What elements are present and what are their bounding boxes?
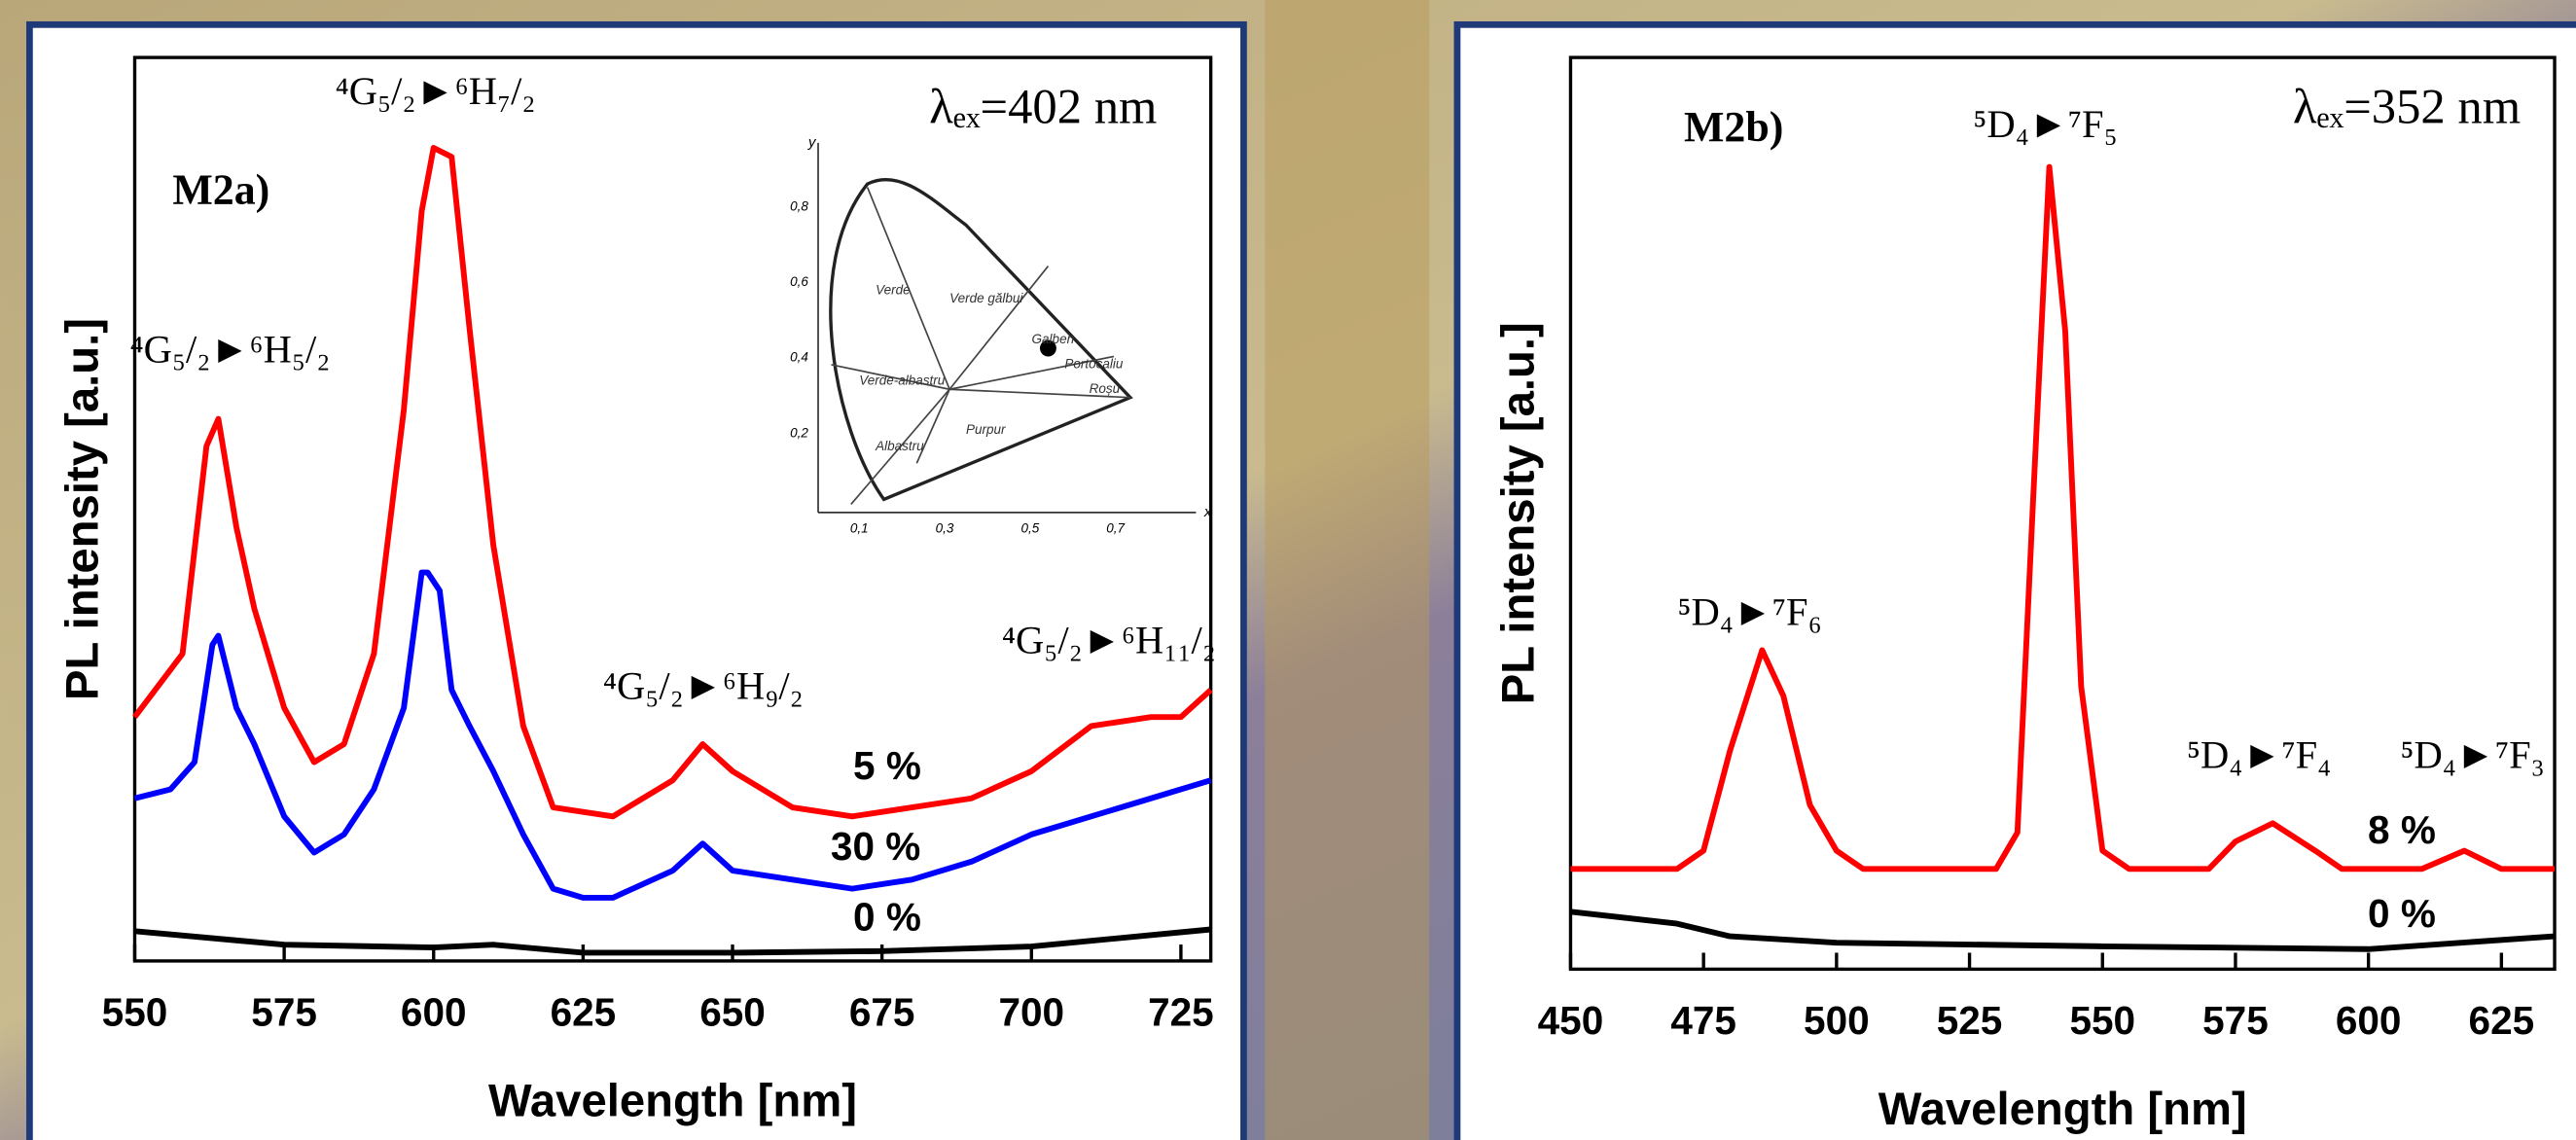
- inset-label: Verde: [876, 282, 911, 297]
- line-series: [134, 926, 1211, 956]
- x-tick-label: 725: [1148, 989, 1214, 1034]
- x-tick-label: 525: [1937, 998, 2003, 1043]
- inset-label: Albastru: [875, 439, 924, 453]
- line-series: [1570, 908, 2556, 952]
- inset-label: Portocaliu: [1064, 356, 1124, 371]
- x-tick-label: 500: [1804, 998, 1870, 1043]
- x-tick-label: 625: [551, 989, 617, 1034]
- x-tick-label: 700: [998, 989, 1064, 1034]
- inset-label: Purpur: [966, 422, 1006, 437]
- inset-line: [948, 266, 1050, 390]
- x-tick-label: 650: [699, 989, 766, 1034]
- inset-x-tick: 0,5: [1020, 520, 1039, 535]
- series-label: 0 %: [2368, 891, 2436, 936]
- cie-inset: Verde Verde gălbui Galben Portocaliu Roșu Ver…: [790, 134, 1213, 535]
- inset-label: Roșu: [1090, 381, 1121, 396]
- x-axis-label: Wavelength [nm]: [1878, 1084, 2247, 1135]
- inset-label: Galben: [1032, 332, 1075, 346]
- panel-label: M2b): [1684, 104, 1783, 151]
- transition-label: ⁴G₅/₂►⁶H₁₁/₂: [1002, 618, 1216, 661]
- x-tick-label: 600: [2336, 998, 2402, 1043]
- transition-label: ⁵D₄►⁷F₆: [1677, 590, 1821, 634]
- x-tick-label: 600: [401, 989, 467, 1034]
- inset-line: [831, 364, 950, 391]
- x-tick-label: 575: [2202, 998, 2269, 1043]
- inset-label: Verde-albastru: [859, 373, 946, 387]
- inset-x-tick: 0,1: [850, 520, 869, 535]
- transition-label: ⁴G₅/₂►⁶H₅/₂: [129, 327, 330, 371]
- x-tick-label: 575: [251, 989, 317, 1034]
- inset-y-label: y: [807, 134, 817, 151]
- inset-y-tick: 0,6: [790, 274, 808, 289]
- spectral-locus: [829, 177, 1133, 502]
- inset-point: [1039, 339, 1056, 357]
- plot-area: [1568, 55, 2557, 972]
- excitation-label: λₑₓ=352 nm: [2293, 79, 2521, 133]
- series-label: 0 %: [853, 894, 921, 939]
- transition-label: ⁵D₄►⁷F₃: [2400, 733, 2544, 777]
- inset-line: [866, 187, 950, 390]
- inset-y-tick: 0,2: [790, 425, 808, 440]
- inset-x-tick: 0,7: [1106, 520, 1125, 535]
- inset-x-tick: 0,3: [936, 520, 954, 535]
- line-series: [133, 569, 1212, 901]
- y-axis-label: PL intensity [a.u.]: [1492, 322, 1544, 704]
- inset-line: [949, 388, 1130, 399]
- excitation-label: λₑₓ=402 nm: [929, 79, 1157, 133]
- inset-label: Verde gălbui: [949, 291, 1023, 305]
- x-tick-label: 675: [849, 989, 915, 1034]
- inset-line: [915, 388, 950, 464]
- y-axis-label: PL intensity [a.u.]: [56, 318, 108, 700]
- transition-label: ⁴G₅/₂►⁶H₇/₂: [336, 69, 536, 113]
- inset-line: [948, 355, 1115, 391]
- x-tick-label: 625: [2469, 998, 2535, 1043]
- series-label: 5 %: [853, 743, 921, 788]
- series-label: 30 %: [831, 824, 920, 869]
- panel: [1453, 20, 2576, 1140]
- x-tick-label: 550: [102, 989, 168, 1034]
- transition-label: ⁴G₅/₂►⁶H₉/₂: [603, 664, 804, 708]
- x-axis-label: Wavelength [nm]: [488, 1075, 857, 1126]
- line-series: [1570, 163, 2556, 873]
- series-label: 8 %: [2368, 807, 2436, 852]
- inset-y-tick: 0,8: [790, 198, 808, 213]
- inset-x-label: x: [1203, 504, 1213, 520]
- transition-label: ⁵D₄►⁷F₄: [2187, 733, 2331, 777]
- x-tick-label: 550: [2069, 998, 2135, 1043]
- inset-line: [850, 388, 950, 505]
- transition-label: ⁵D₄►⁷F₅: [1973, 102, 2117, 146]
- background-stripe: [1265, 0, 1430, 1140]
- line-series: [132, 145, 1213, 820]
- x-tick-label: 475: [1670, 998, 1736, 1043]
- panel-label: M2a): [172, 166, 269, 213]
- inset-y-tick: 0,4: [790, 350, 808, 365]
- x-tick-label: 450: [1538, 998, 1604, 1043]
- plot-area: [132, 55, 1213, 963]
